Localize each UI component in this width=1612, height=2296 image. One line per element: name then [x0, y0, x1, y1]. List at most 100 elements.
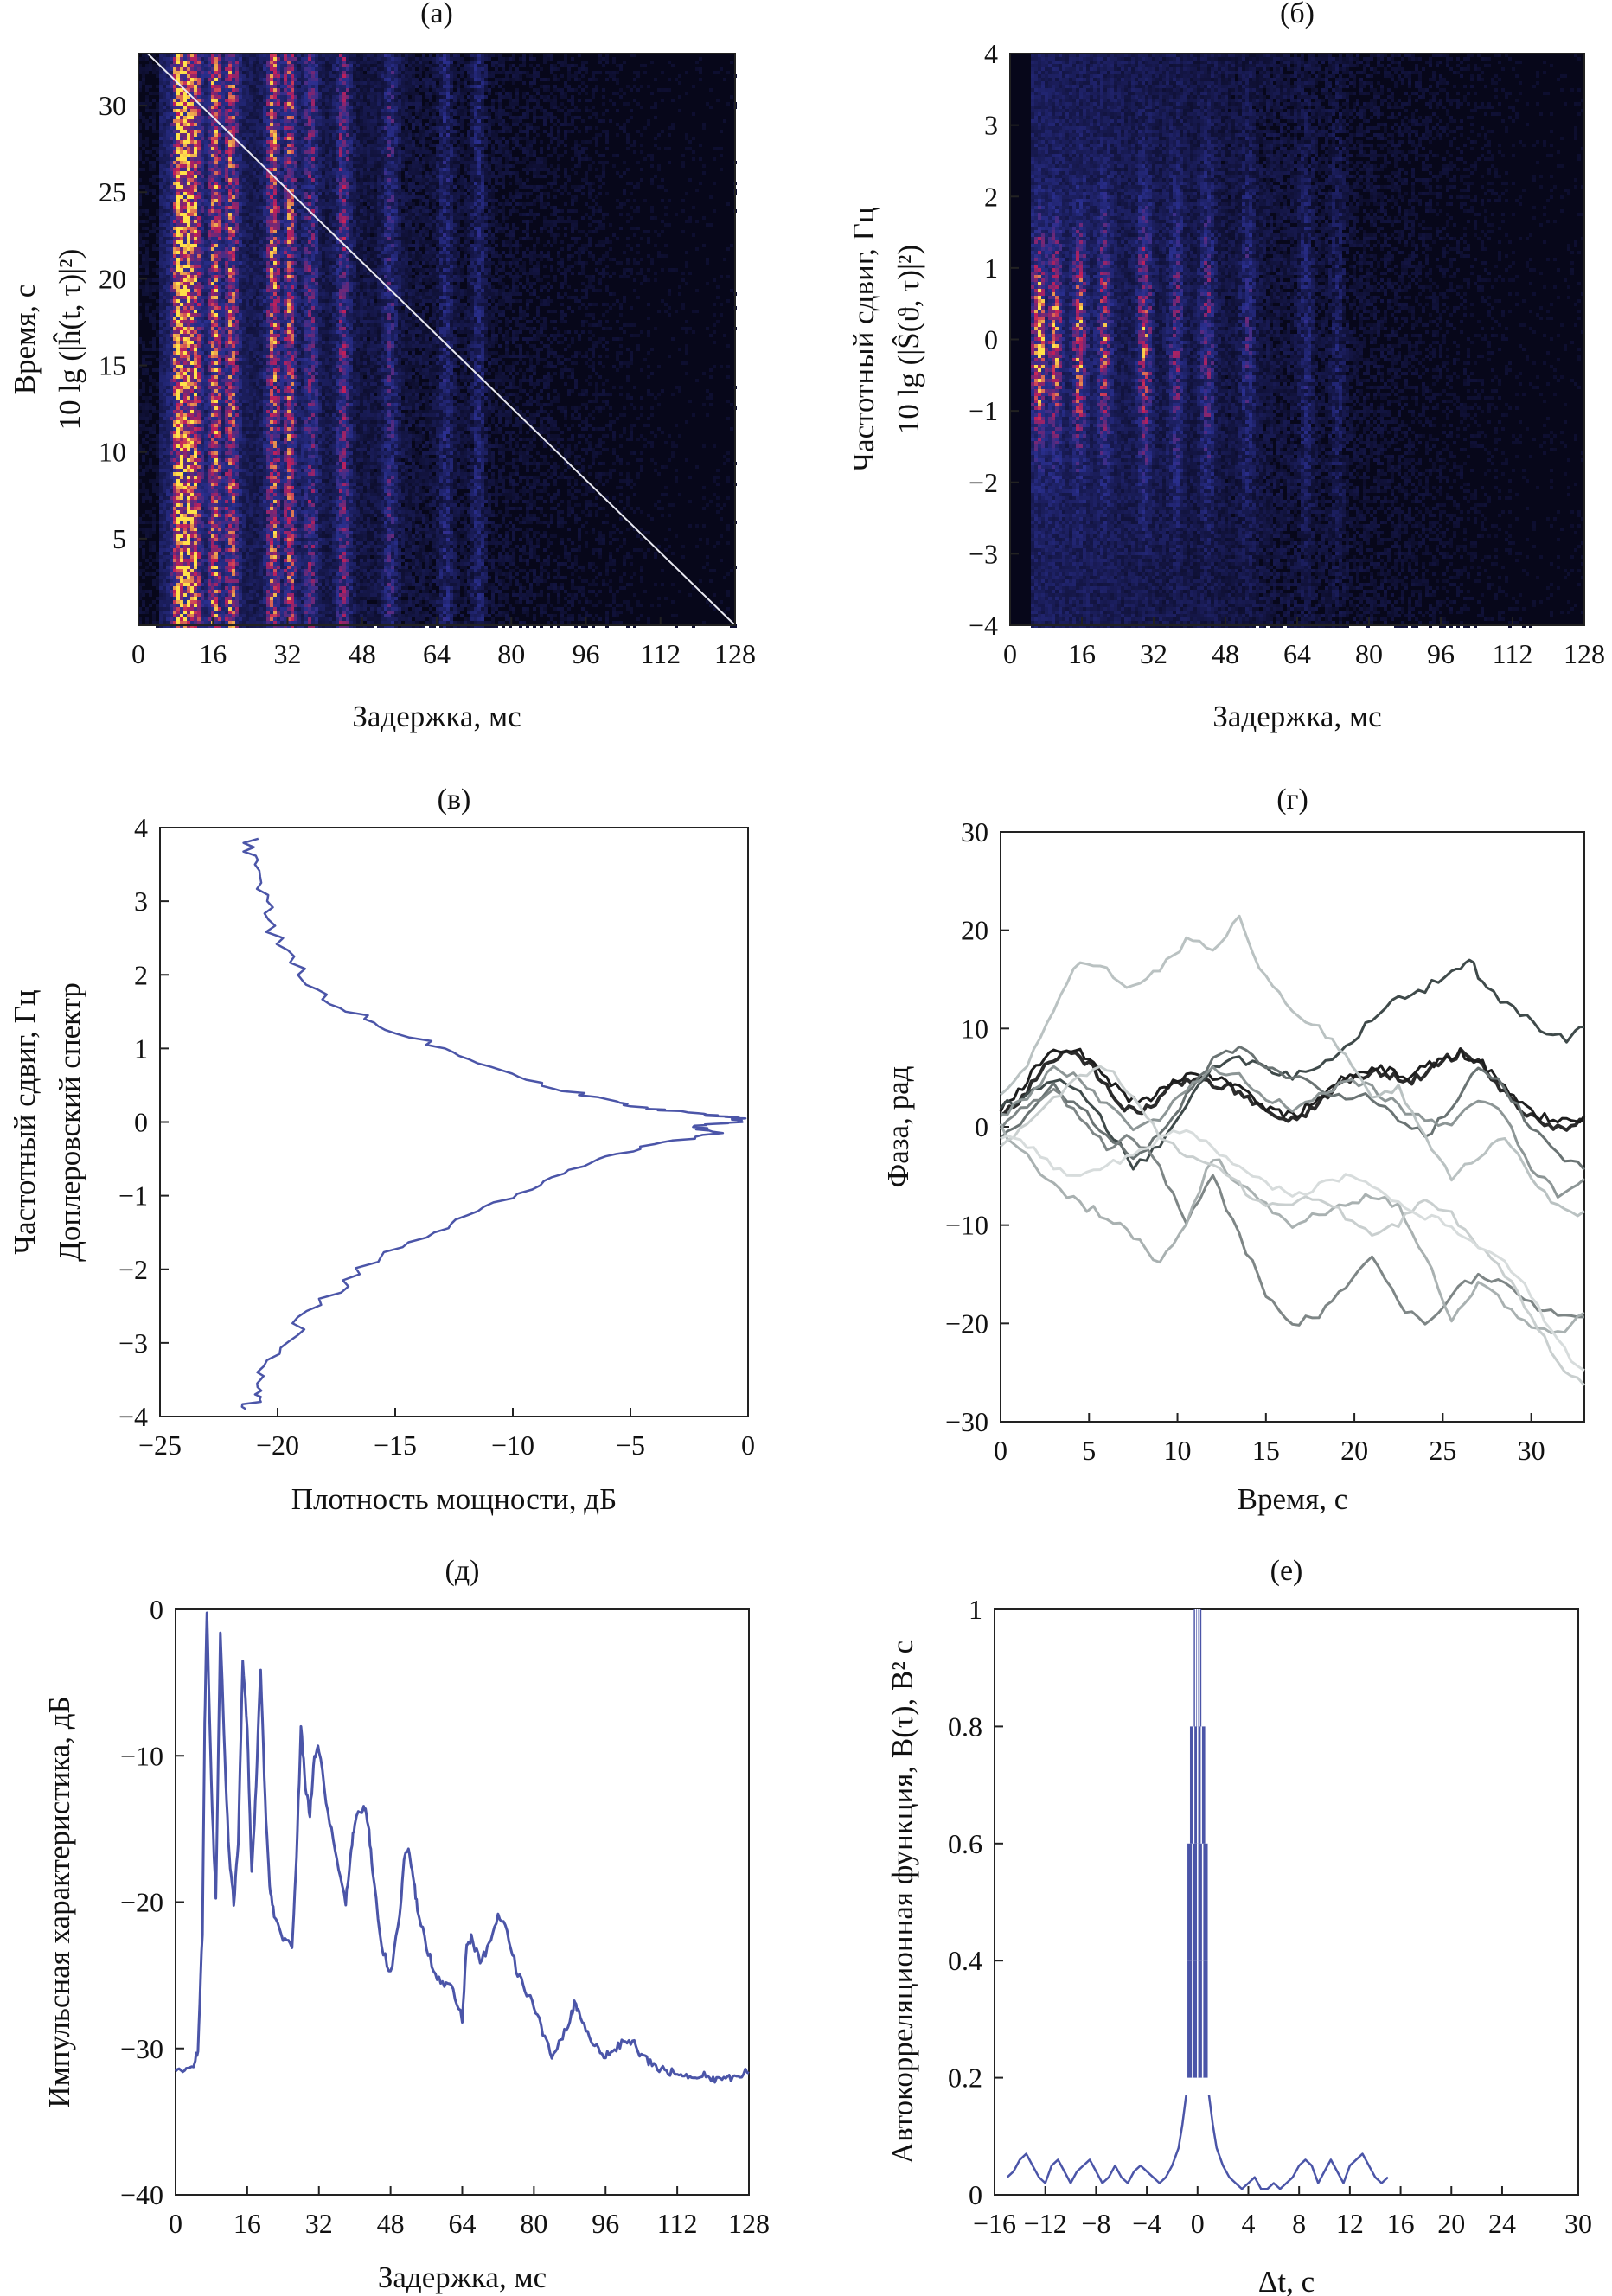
- heatmap-cell: [232, 455, 235, 458]
- heatmap-cell: [225, 355, 228, 358]
- heatmap-cell: [221, 462, 225, 465]
- heatmap-cell: [149, 320, 152, 323]
- heatmap-cell: [201, 74, 204, 78]
- heatmap-cell: [228, 126, 232, 130]
- heatmap-cell: [204, 434, 208, 438]
- heatmap-cell: [163, 261, 166, 265]
- heatmap-cell: [214, 597, 218, 600]
- heatmap-cell: [159, 403, 163, 406]
- heatmap-cell: [225, 600, 228, 604]
- heatmap-cell: [235, 227, 239, 230]
- heatmap-cell: [194, 282, 197, 285]
- heatmap-cell: [149, 438, 152, 441]
- heatmap-cell: [232, 375, 235, 379]
- heatmap-cell: [183, 240, 187, 244]
- heatmap-cell: [201, 593, 204, 597]
- heatmap-cell: [170, 614, 173, 617]
- heatmap-cell: [159, 572, 163, 576]
- heatmap-cell: [180, 144, 183, 147]
- heatmap-cell: [149, 168, 152, 171]
- heatmap-cell: [218, 175, 221, 178]
- heatmap-cell: [201, 548, 204, 552]
- heatmap-cell: [221, 379, 225, 382]
- heatmap-cell: [187, 458, 190, 462]
- heatmap-cell: [211, 500, 214, 503]
- heatmap-cell: [183, 472, 187, 476]
- heatmap-cell: [201, 220, 204, 223]
- heatmap-cell: [197, 289, 201, 292]
- heatmap-cell: [208, 71, 211, 74]
- heatmap-cell: [211, 130, 214, 133]
- heatmap-cell: [218, 289, 221, 292]
- heatmap-cell: [242, 71, 246, 74]
- heatmap-cell: [235, 403, 239, 406]
- heatmap-cell: [173, 313, 176, 317]
- heatmap-cell: [156, 368, 159, 372]
- heatmap-cell: [187, 327, 190, 330]
- heatmap-cell: [218, 441, 221, 444]
- heatmap-cell: [163, 154, 166, 157]
- heatmap-cell: [156, 299, 159, 303]
- heatmap-cell: [194, 611, 197, 614]
- heatmap-cell: [235, 607, 239, 611]
- heatmap-cell: [145, 406, 149, 410]
- heatmap-cell: [152, 393, 156, 396]
- heatmap-cell: [225, 150, 228, 154]
- heatmap-cell: [197, 209, 201, 213]
- heatmap-cell: [239, 265, 242, 268]
- heatmap-cell: [211, 566, 214, 569]
- heatmap-cell: [239, 64, 242, 67]
- heatmap-cell: [176, 140, 180, 144]
- heatmap-cell: [197, 344, 201, 348]
- heatmap-cell: [156, 586, 159, 590]
- heatmap-cell: [201, 261, 204, 265]
- heatmap-cell: [204, 171, 208, 175]
- heatmap-cell: [194, 427, 197, 431]
- heatmap-cell: [232, 57, 235, 61]
- heatmap-cell: [201, 617, 204, 621]
- heatmap-cell: [173, 372, 176, 375]
- heatmap-cell: [239, 323, 242, 327]
- heatmap-cell: [166, 317, 170, 320]
- heatmap-cell: [180, 223, 183, 227]
- heatmap-cell: [204, 92, 208, 95]
- heatmap-cell: [211, 572, 214, 576]
- heatmap-cell: [228, 566, 232, 569]
- heatmap-cell: [197, 258, 201, 261]
- heatmap-cell: [180, 126, 183, 130]
- heatmap-cell: [176, 572, 180, 576]
- heatmap-cell: [152, 379, 156, 382]
- heatmap-cell: [211, 368, 214, 372]
- heatmap-cell: [221, 493, 225, 496]
- heatmap-cell: [163, 150, 166, 154]
- heatmap-cell: [221, 486, 225, 489]
- heatmap-cell: [221, 247, 225, 251]
- heatmap-cell: [183, 486, 187, 489]
- heatmap-cell: [173, 451, 176, 455]
- heatmap-cell: [145, 313, 149, 317]
- heatmap-cell: [208, 607, 211, 611]
- heatmap-cell: [228, 389, 232, 393]
- heatmap-cell: [235, 358, 239, 361]
- heatmap-cell: [166, 119, 170, 123]
- heatmap-cell: [176, 88, 180, 92]
- heatmap-cell: [197, 251, 201, 254]
- heatmap-cell: [194, 500, 197, 503]
- heatmap-cell: [218, 341, 221, 344]
- heatmap-cell: [163, 133, 166, 137]
- heatmap-cell: [208, 185, 211, 189]
- heatmap-cell: [173, 112, 176, 116]
- heatmap-cell: [176, 261, 180, 265]
- heatmap-cell: [201, 112, 204, 116]
- heatmap-cell: [183, 178, 187, 182]
- heatmap-cell: [197, 272, 201, 275]
- heatmap-cell: [187, 296, 190, 299]
- heatmap-cell: [190, 330, 194, 334]
- heatmap-cell: [180, 451, 183, 455]
- heatmap-cell: [163, 417, 166, 420]
- heatmap-cell: [214, 382, 218, 386]
- heatmap-cell: [235, 306, 239, 310]
- heatmap-cell: [156, 521, 159, 524]
- heatmap-cell: [211, 133, 214, 137]
- heatmap-cell: [232, 119, 235, 123]
